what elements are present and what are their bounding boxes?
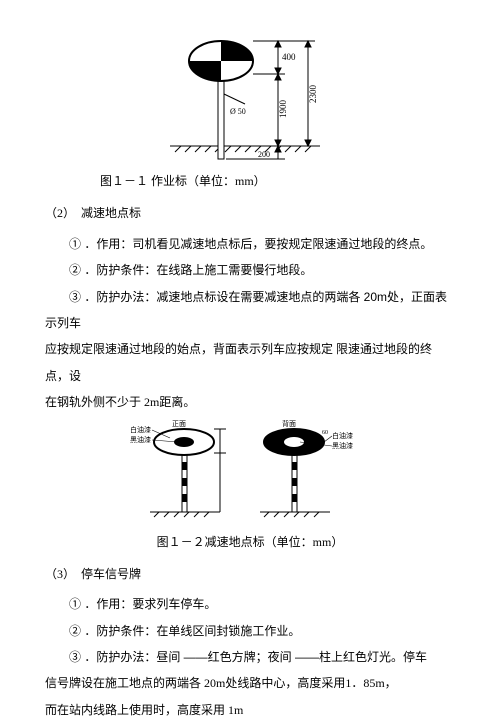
s2-p3a: ③ ．防护办法：减速地点标设在需要减速地点的两端各 20m处，正面表示列车 [45,284,455,337]
s3-p2: ② ．防护条件：在单线区间封锁施工作业。 [45,618,455,644]
figure-1-svg: Ø 50 400 1900 2300 200 [140,34,360,164]
dim-1900: 1900 [278,100,288,119]
s3-p3b: 信号牌设在施工地点的两端各 20m处线路中心，高度采用1．85m， [45,670,455,696]
s3-p3a: ③ ．防护办法：昼间 ——红色方牌；夜间 ——柱上红色灯光。停车 [45,644,455,670]
s3-p3c: 而在站内线路上使用时，高度采用 1m [45,697,455,723]
f2-left-bottom: 黑油漆 [130,435,151,444]
s2-p3b: 应按规定限速通过地段的始点，背面表示列车应按规定 限速通过地段的终点，设 [45,336,455,389]
f2-back: 背面 [282,420,296,428]
f2-front: 正面 [172,420,186,428]
dim-200: 200 [258,150,270,159]
svg-text:60: 60 [322,430,328,436]
f2-left-top: 白油漆 [130,425,151,434]
f2-right-bottom: 黑油漆 [332,441,353,450]
s3-p1: ① ．作用：要求列车停车。 [45,591,455,617]
figure-1: Ø 50 400 1900 2300 200 [45,34,455,164]
section-3-title: （3） 停车信号牌 [45,561,455,587]
s2-p2: ② ．防护条件：在线路上施工需要慢行地段。 [45,257,455,283]
dim-400: 400 [282,52,296,62]
section-2-title: （2） 减速地点标 [45,200,455,226]
s2-p3c: 在钢轨外侧不少于 2m距离。 [45,389,455,415]
s2-p1: ① ．作用：司机看见减速地点标后，要按规定限速通过地段的终点。 [45,231,455,257]
figure-2-svg: 白油漆 黑油漆 正面 背面 白油漆 黑油漆 60 [120,420,380,525]
figure-1-caption: 图１－１ 作业标（单位：mm） [45,168,455,194]
diam-label: Ø 50 [230,107,246,116]
f2-right-top: 白油漆 [332,431,353,440]
dim-2300: 2300 [308,85,318,104]
figure-2-caption: 图１－２减速地点标（单位：mm） [45,529,455,555]
figure-2: 白油漆 黑油漆 正面 背面 白油漆 黑油漆 60 [45,420,455,525]
